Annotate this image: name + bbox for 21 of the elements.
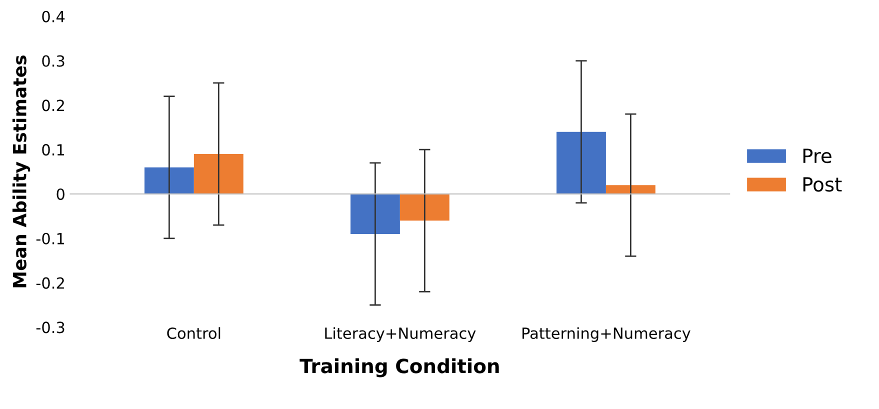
y-tick-label: 0 [56,188,64,200]
legend-label: Post [803,177,842,192]
y-tick-label: 0.2 [42,100,64,112]
x-tick-label: Control [167,327,220,340]
x-tick-label: Patterning+Numeracy [522,327,690,342]
bar [350,194,400,234]
y-tick-label: -0.1 [36,232,64,244]
x-axis-title: Training Condition [300,358,499,378]
y-tick-label: 0.3 [42,55,64,67]
legend-label: Pre [803,148,832,164]
y-tick-label: 0.1 [42,144,64,156]
y-tick-label: 0.4 [42,10,65,22]
y-axis-title: Mean Ability Estimates [12,56,30,288]
bar [400,194,450,221]
x-tick-label: Literacy+Numeracy [325,327,476,342]
bar [606,185,656,194]
bar [556,132,606,194]
bar [144,167,194,194]
y-tick-label: -0.2 [36,277,64,289]
bar [194,154,244,194]
y-tick-label: -0.3 [36,322,64,334]
